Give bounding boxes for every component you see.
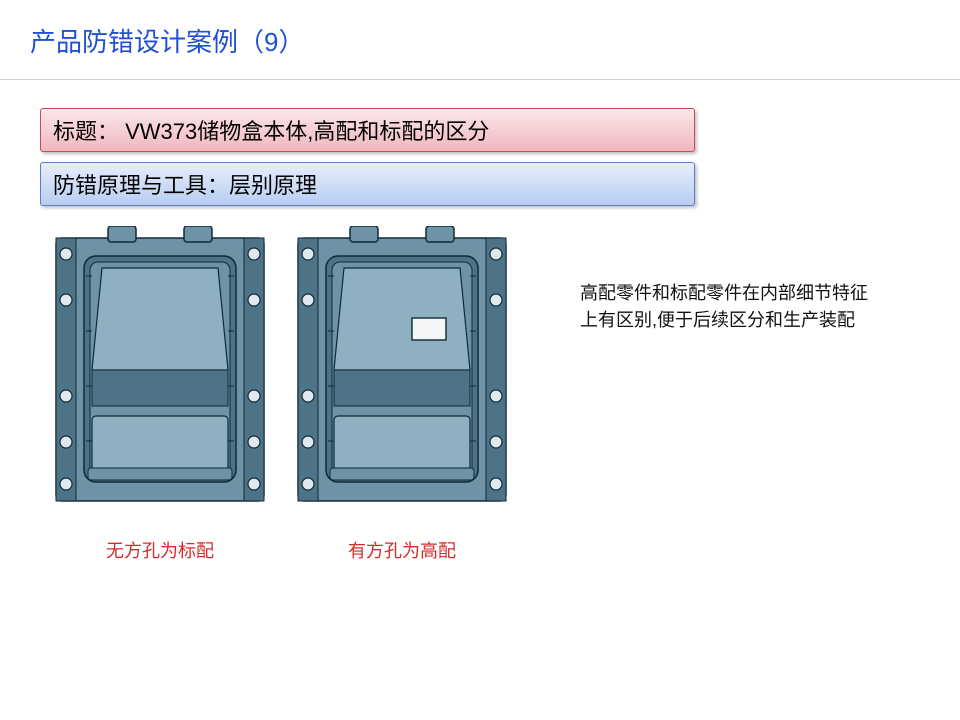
title-box-text: 标题： VW373储物盒本体,高配和标配的区分: [53, 114, 489, 146]
cad-part-standard: [50, 226, 270, 511]
title-underline: [0, 78, 960, 80]
principle-box-text: 防错原理与工具：层别原理: [53, 168, 317, 200]
caption-right: 有方孔为高配: [348, 537, 456, 563]
header-box-principle: 防错原理与工具：层别原理: [40, 162, 695, 206]
figure-left: 无方孔为标配: [50, 226, 270, 563]
principle-box: 防错原理与工具：层别原理: [40, 162, 695, 206]
figure-right: 有方孔为高配: [292, 226, 512, 563]
description-text: 高配零件和标配零件在内部细节特征上有区别,便于后续区分和生产装配: [580, 280, 880, 334]
cad-part-premium: [292, 226, 512, 511]
figures-row: 无方孔为标配 有方孔为高配: [50, 226, 512, 563]
title-box: 标题： VW373储物盒本体,高配和标配的区分: [40, 108, 695, 152]
caption-left: 无方孔为标配: [106, 537, 214, 563]
page-title: 产品防错设计案例（9）: [30, 22, 304, 59]
header-box-title: 标题： VW373储物盒本体,高配和标配的区分: [40, 108, 695, 152]
